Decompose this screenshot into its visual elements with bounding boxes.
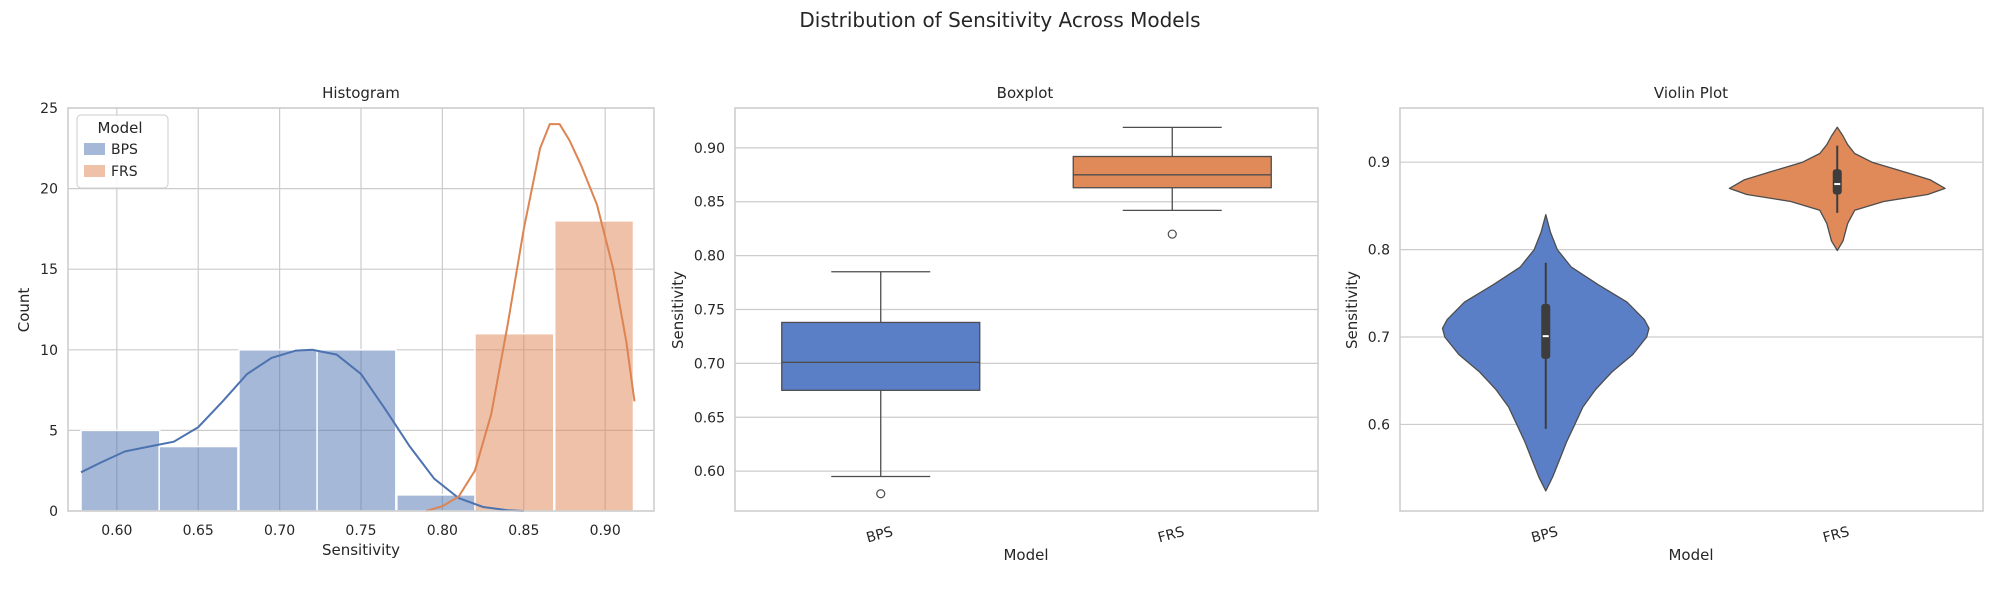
- violin-y-tick: 0.6: [1368, 417, 1390, 433]
- histogram-xlabel: Sensitivity: [322, 541, 400, 559]
- box-outlier-bps: [876, 489, 886, 499]
- boxplot-title: Boxplot: [997, 84, 1054, 102]
- histogram-y-tick: 25: [40, 101, 58, 117]
- histogram-x-tick: 0.90: [590, 523, 621, 539]
- boxplot-x-tick: BPS: [865, 524, 895, 546]
- kde-line-bps: [80, 348, 524, 512]
- box-outlier-frs: [1167, 229, 1177, 239]
- boxplot-x-tick: FRS: [1156, 524, 1186, 546]
- histogram-x-tick: 0.70: [264, 523, 295, 539]
- violin-x-tick: BPS: [1530, 524, 1560, 546]
- histogram-bar-bps: [238, 349, 319, 512]
- boxplot-y-tick: 0.90: [694, 141, 725, 157]
- box-body-bps: [781, 321, 981, 391]
- legend-swatch-frs: [84, 165, 105, 177]
- histogram-y-tick: 10: [40, 343, 58, 359]
- legend-label-bps: BPS: [111, 142, 138, 158]
- kde-line-frs: [425, 123, 636, 512]
- violin-y-tick: 0.9: [1368, 155, 1390, 171]
- histogram-bar-bps: [80, 429, 161, 512]
- violin-x-tick: FRS: [1821, 524, 1851, 546]
- violin-iqr-frs: [1832, 169, 1842, 195]
- boxplot-y-tick: 0.70: [694, 356, 725, 372]
- boxplot-y-tick: 0.75: [694, 303, 725, 319]
- legend-label-frs: FRS: [111, 164, 138, 180]
- boxplot-ylabel: Sensitivity: [669, 271, 687, 349]
- histogram-y-tick: 20: [40, 182, 58, 198]
- histogram-bar-frs: [474, 332, 555, 512]
- boxplot-xlabel: Model: [1003, 546, 1048, 564]
- histogram-y-tick: 15: [40, 262, 58, 278]
- violin-title: Violin Plot: [1654, 84, 1728, 102]
- histogram-panel: Histogram 0.60 0.65 0.70 0.75 0.80 0.85 0.90 0 5…: [15, 84, 655, 559]
- boxplot-plot-frame: [734, 107, 1319, 512]
- histogram-x-tick: 0.85: [508, 523, 539, 539]
- histogram-y-tick: 0: [49, 504, 58, 520]
- legend-title: Model: [97, 119, 142, 137]
- violin-iqr-bps: [1541, 303, 1551, 359]
- boxplot-y-tick: 0.80: [694, 249, 725, 265]
- box-body-frs: [1072, 155, 1272, 189]
- histogram-bar-bps: [316, 349, 397, 512]
- figure-title: Distribution of Sensitivity Across Model…: [799, 8, 1200, 32]
- histogram-ylabel: Count: [15, 288, 33, 333]
- histogram-x-tick: 0.60: [101, 523, 132, 539]
- violin-xlabel: Model: [1668, 546, 1713, 564]
- violin-panel: Violin Plot 0.6 0.7 0.8 0.9 BPS FRS Model Sen…: [1343, 84, 1984, 564]
- boxplot-y-tick: 0.60: [694, 464, 725, 480]
- boxplot-panel: Boxplot 0.60 0.65 0.70 0.75 0.80 0.85 0.90 BPS F…: [669, 84, 1319, 564]
- violin-plot-frame: [1399, 107, 1984, 512]
- histogram-y-tick: 5: [49, 423, 58, 439]
- histogram-legend: Model BPS FRS: [76, 114, 169, 189]
- histogram-title: Histogram: [322, 84, 400, 102]
- histogram-x-tick: 0.75: [345, 523, 376, 539]
- violin-y-tick: 0.8: [1368, 243, 1390, 259]
- histogram-bar-frs: [553, 220, 635, 512]
- violin-ylabel: Sensitivity: [1343, 271, 1361, 349]
- histogram-plot-frame: [67, 107, 655, 512]
- violin-y-tick: 0.7: [1368, 330, 1390, 346]
- boxplot-y-tick: 0.85: [694, 195, 725, 211]
- histogram-bar-bps: [158, 445, 239, 512]
- histogram-x-tick: 0.65: [183, 523, 214, 539]
- boxplot-y-tick: 0.65: [694, 410, 725, 426]
- histogram-x-tick: 0.80: [427, 523, 458, 539]
- legend-swatch-bps: [84, 143, 105, 155]
